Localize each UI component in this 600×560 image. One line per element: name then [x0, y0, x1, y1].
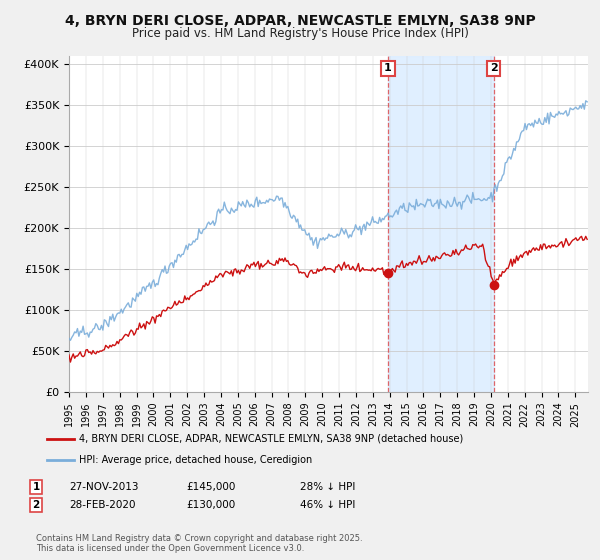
Text: 28-FEB-2020: 28-FEB-2020	[69, 500, 136, 510]
Text: £145,000: £145,000	[186, 482, 235, 492]
Text: 27-NOV-2013: 27-NOV-2013	[69, 482, 139, 492]
Text: 4, BRYN DERI CLOSE, ADPAR, NEWCASTLE EMLYN, SA38 9NP: 4, BRYN DERI CLOSE, ADPAR, NEWCASTLE EML…	[65, 14, 535, 28]
Text: HPI: Average price, detached house, Ceredigion: HPI: Average price, detached house, Cere…	[79, 455, 313, 465]
Text: £130,000: £130,000	[186, 500, 235, 510]
Text: Price paid vs. HM Land Registry's House Price Index (HPI): Price paid vs. HM Land Registry's House …	[131, 27, 469, 40]
Text: 2: 2	[32, 500, 40, 510]
Text: 2: 2	[490, 63, 497, 73]
Text: 28% ↓ HPI: 28% ↓ HPI	[300, 482, 355, 492]
Text: 4, BRYN DERI CLOSE, ADPAR, NEWCASTLE EMLYN, SA38 9NP (detached house): 4, BRYN DERI CLOSE, ADPAR, NEWCASTLE EML…	[79, 434, 463, 444]
Bar	[388, 56, 494, 392]
Text: Contains HM Land Registry data © Crown copyright and database right 2025.
This d: Contains HM Land Registry data © Crown c…	[36, 534, 362, 553]
Text: 1: 1	[32, 482, 40, 492]
Text: 1: 1	[384, 63, 392, 73]
Text: 46% ↓ HPI: 46% ↓ HPI	[300, 500, 355, 510]
